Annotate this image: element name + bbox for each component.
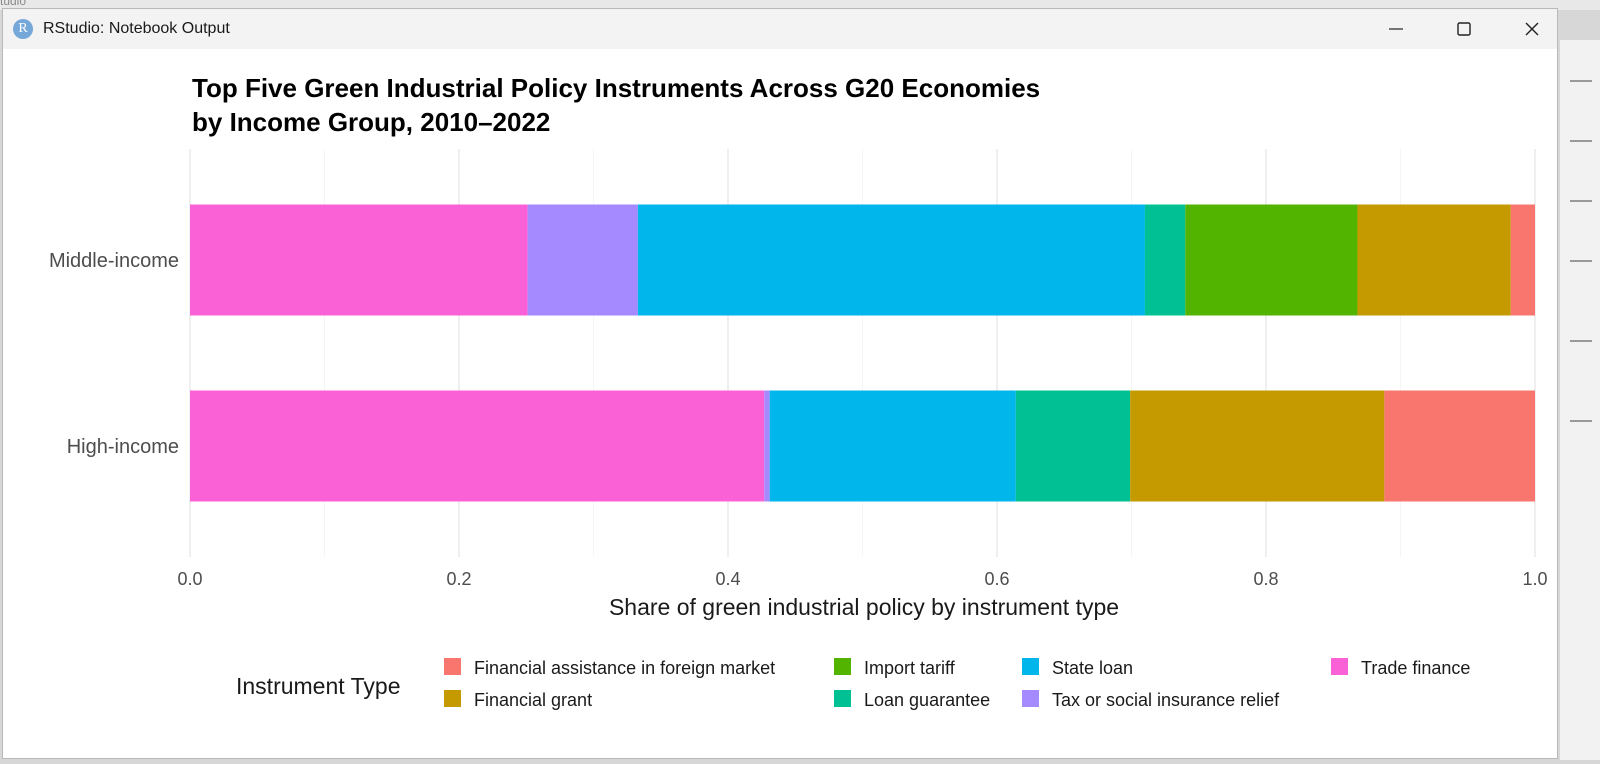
y-tick-label-middle-income: Middle-income [49,250,179,272]
chart-title-line-1: Top Five Green Industrial Policy Instrum… [192,73,1040,103]
maximize-icon [1457,22,1471,36]
close-icon [1525,22,1539,36]
x-tick-label: 0.0 [177,569,202,589]
bar-segment-middle-income-loan-guarantee [1144,204,1186,316]
legend-key-state-loan [1022,658,1039,675]
bar-segment-high-income-state-loan [769,390,1016,502]
rstudio-app-icon: R [13,19,33,39]
background-window-strip: tudio [0,0,1600,10]
title-bar[interactable]: R RStudio: Notebook Output [3,9,1557,49]
legend-key-import-tariff [834,658,851,675]
legend-label-loan-guarantee: Loan guarantee [864,690,990,710]
notebook-output-window: R RStudio: Notebook Output Top Five Gree… [2,8,1558,759]
minimize-icon [1389,28,1403,30]
legend-label-state-loan: State loan [1052,658,1133,678]
legend-label-financial-grant: Financial grant [474,690,592,710]
legend-key-financial-assistance-in-foreign-market [444,658,461,675]
bar-segment-high-income-financial-grant [1130,390,1385,502]
chart-area: Top Five Green Industrial Policy Instrum… [3,49,1557,759]
bar-segment-middle-income-state-loan [637,204,1145,316]
bar-segment-high-income-loan-guarantee [1015,390,1131,502]
legend-key-tax-or-social-insurance-relief [1022,690,1039,707]
bar-segment-middle-income-trade-finance [190,204,528,316]
chart-title-line-2: by Income Group, 2010–2022 [192,107,550,137]
legend-key-loan-guarantee [834,690,851,707]
y-tick-label-high-income: High-income [67,436,179,458]
stacked-bar-chart: Top Five Green Industrial Policy Instrum… [49,73,1548,710]
x-tick-label: 0.4 [715,569,740,589]
maximize-button[interactable] [1441,9,1487,49]
x-tick-label: 0.6 [984,569,1009,589]
x-axis-label: Share of green industrial policy by inst… [609,594,1119,620]
x-tick-label: 0.2 [446,569,471,589]
legend-key-trade-finance [1331,658,1348,675]
legend-key-financial-grant [444,690,461,707]
legend-label-import-tariff: Import tariff [864,658,956,678]
bar-segment-middle-income-import-tariff [1185,204,1358,316]
legend-label-trade-finance: Trade finance [1361,658,1470,678]
bar-segment-middle-income-tax-or-social-insurance-relief [527,204,638,316]
legend-label-financial-assistance-in-foreign-market: Financial assistance in foreign market [474,658,775,678]
x-tick-label: 1.0 [1522,569,1547,589]
bar-segment-high-income-trade-finance [190,390,765,502]
background-window-text: tudio [0,0,27,8]
bar-segment-high-income-tax-or-social-insurance-relief [764,390,770,502]
bar-segment-middle-income-financial-grant [1357,204,1511,316]
x-tick-label: 0.8 [1253,569,1278,589]
background-window-edge [1560,40,1600,760]
window-title: RStudio: Notebook Output [43,20,230,37]
close-button[interactable] [1509,9,1555,49]
bar-segment-high-income-financial-assistance-in-foreign-market [1384,390,1535,502]
legend-title: Instrument Type [236,673,401,699]
minimize-button[interactable] [1373,9,1419,49]
bar-segment-middle-income-financial-assistance-in-foreign-market [1510,204,1535,316]
legend-label-tax-or-social-insurance-relief: Tax or social insurance relief [1052,690,1280,710]
